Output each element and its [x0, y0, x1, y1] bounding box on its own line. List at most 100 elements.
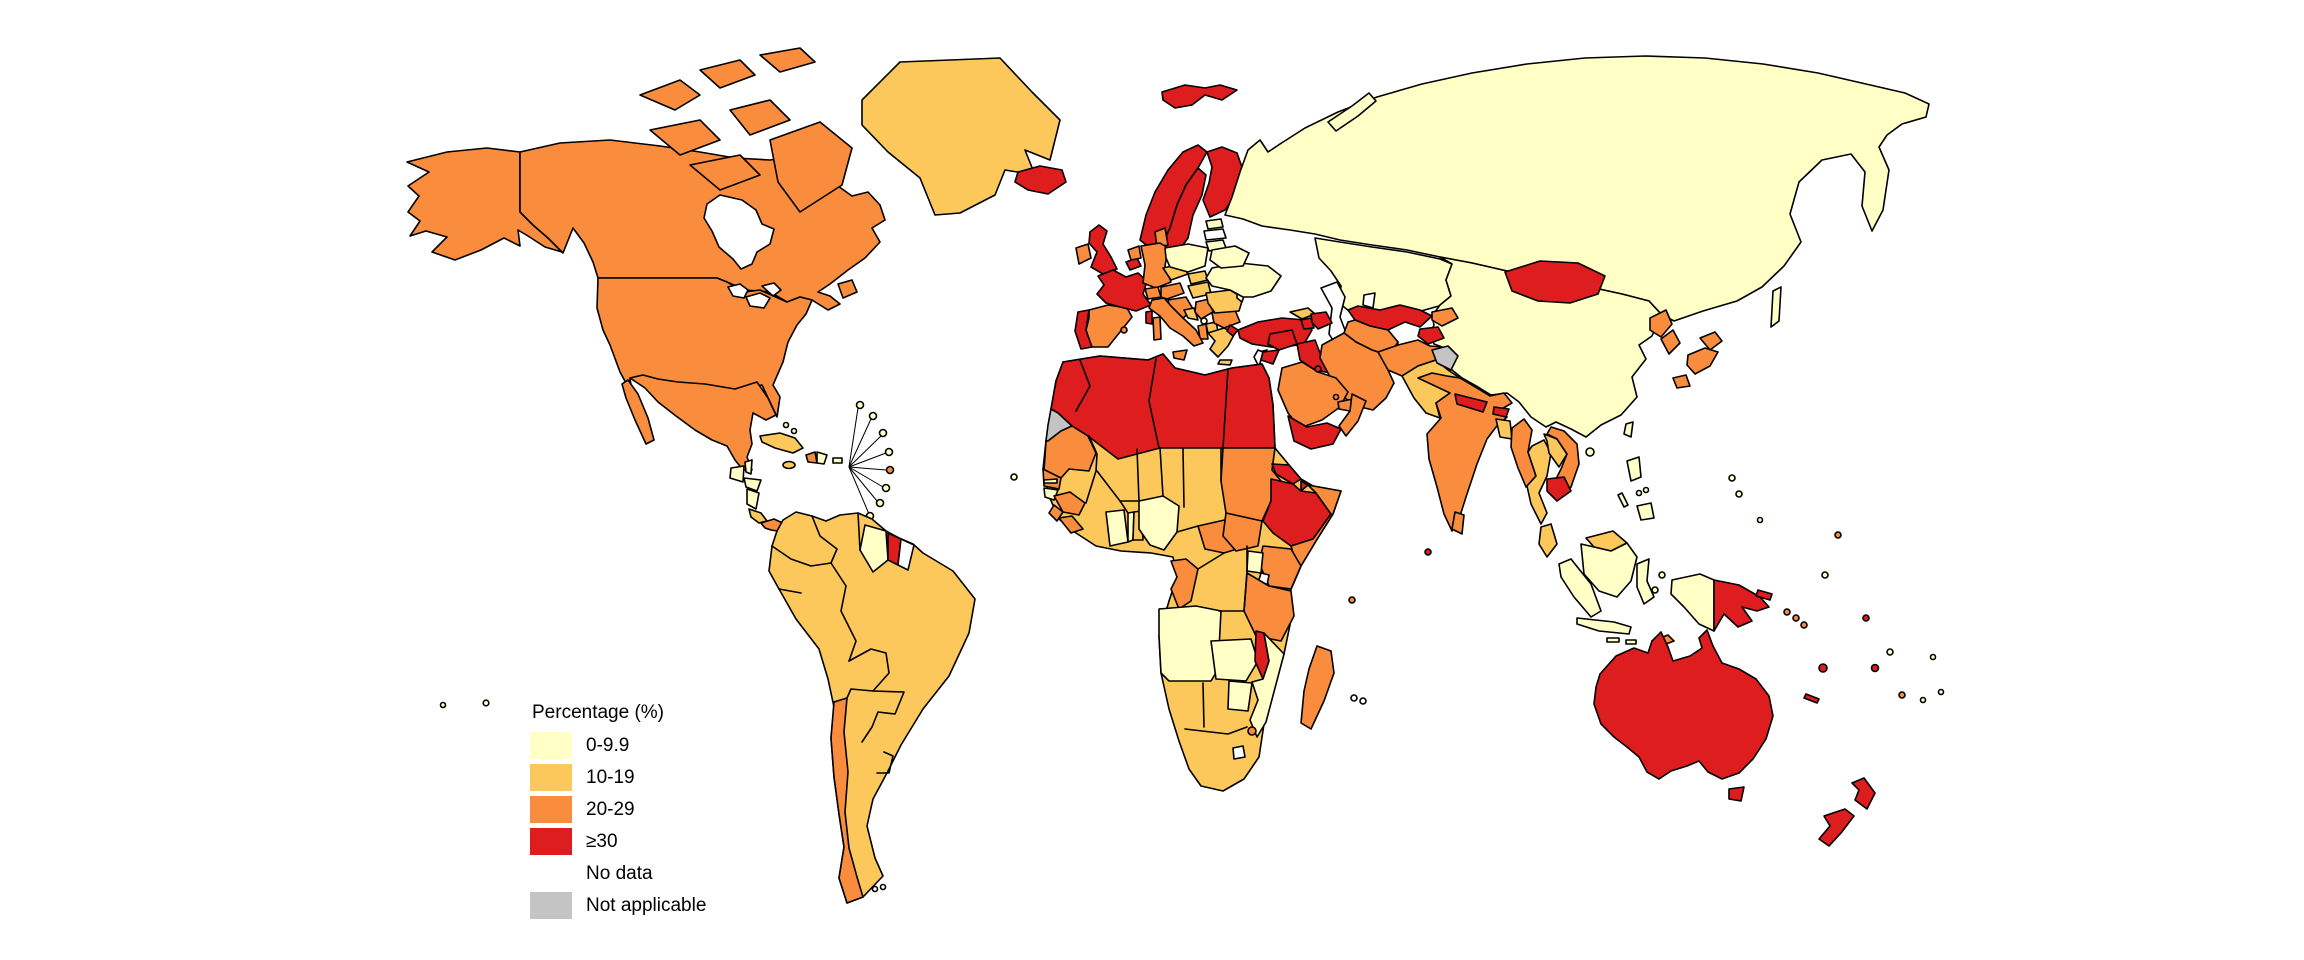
- country-syria: [1267, 329, 1298, 351]
- country-solomon-islands: [1800, 621, 1808, 629]
- country-new-caledonia: [1803, 693, 1820, 704]
- country-mongolia: [1504, 260, 1606, 304]
- country-kuwait: [1314, 365, 1322, 373]
- country-palau: [1756, 516, 1764, 524]
- country-french-guiana: [897, 538, 915, 571]
- country-uganda: [1246, 550, 1264, 574]
- country-cambodia: [1546, 476, 1572, 502]
- country-chile: [830, 697, 864, 904]
- country-france-corsica: [1145, 310, 1153, 325]
- country-papua-new-guinea: [1713, 579, 1770, 632]
- country-armenia: [1300, 317, 1315, 330]
- country-united-kingdom: [1088, 224, 1118, 275]
- legend-swatch-not-applicable: [530, 892, 572, 919]
- country-australia: [1593, 629, 1774, 780]
- country-philippines-luzon: [1626, 456, 1642, 482]
- country-italy-sardinia: [1152, 316, 1162, 341]
- country-solomon-islands: [1783, 608, 1791, 616]
- country-lesser-antilles: [878, 428, 888, 438]
- legend-item: 10-19: [530, 764, 850, 791]
- country-canada-baffin: [769, 121, 853, 213]
- country-iceland: [1014, 165, 1067, 195]
- country-canada-newfoundland: [837, 279, 858, 299]
- country-nigeria: [1138, 495, 1180, 551]
- country-papua-new-guinea-new-britain: [1755, 589, 1773, 601]
- country-italy: [1148, 297, 1204, 347]
- country-fiji: [1870, 663, 1880, 673]
- country-gambia: [1043, 478, 1058, 484]
- great-lake: [761, 282, 782, 297]
- country-costa-rica: [748, 508, 768, 524]
- country-puerto-rico: [832, 457, 843, 464]
- country-canada-island: [729, 99, 791, 136]
- country-madagascar: [1300, 645, 1335, 730]
- legend-item: No data: [530, 860, 850, 887]
- country-mauritius-reunion: [1359, 697, 1367, 705]
- country-india: [1417, 372, 1513, 532]
- country-switzerland: [1144, 286, 1162, 300]
- country-lesser-antilles: [875, 498, 885, 508]
- country-bhutan: [1492, 406, 1510, 418]
- country-indonesia-sumatra: [1558, 558, 1602, 618]
- country-qatar: [1332, 393, 1340, 401]
- country-lesotho: [1232, 745, 1246, 760]
- country-bahamas: [790, 427, 798, 435]
- country-japan-honshu: [1686, 347, 1719, 375]
- country-nauru: [1862, 614, 1870, 622]
- country-zimbabwe: [1227, 680, 1253, 712]
- country-belize: [744, 459, 753, 475]
- country-greece: [1207, 327, 1236, 358]
- country-lesser-antilles: [855, 400, 865, 410]
- country-eswatini: [1247, 726, 1257, 736]
- country-cook-islands: [1937, 688, 1945, 696]
- country-indonesia-moluccas: [1658, 571, 1666, 579]
- country-sri-lanka: [1451, 511, 1465, 535]
- country-cook-islands: [1919, 696, 1927, 704]
- country-new-zealand-south: [1818, 808, 1855, 847]
- country-guinea: [1053, 491, 1086, 516]
- country-jordan: [1260, 349, 1280, 365]
- country-kyrgyzstan: [1431, 307, 1459, 327]
- country-poland: [1164, 243, 1209, 273]
- aral-sea: [1362, 292, 1376, 309]
- country-france: [1096, 269, 1152, 312]
- country-latvia: [1203, 228, 1227, 241]
- country-indonesia-sulawesi: [1636, 558, 1655, 605]
- country-greece-crete: [1217, 359, 1233, 366]
- country-japan-kyushu: [1672, 374, 1691, 389]
- country-nicaragua: [746, 488, 760, 510]
- south-america-internal-borders: [771, 512, 905, 774]
- legend-swatch-0-9: [530, 732, 572, 759]
- legend-swatch-30plus: [530, 828, 572, 855]
- country-solomon-islands: [1792, 614, 1800, 622]
- country-micronesia: [1728, 474, 1736, 482]
- country-cape-verde: [1010, 473, 1018, 481]
- africa-internal-borders: [1075, 358, 1248, 735]
- country-lesser-antilles: [868, 411, 878, 421]
- country-dominican-republic: [816, 451, 828, 465]
- country-austria: [1160, 282, 1185, 300]
- country-lesser-antilles: [881, 483, 891, 493]
- country-denmark: [1154, 227, 1169, 248]
- country-guyana: [859, 524, 889, 573]
- country-philippines-visayas: [1635, 489, 1643, 497]
- country-mexico: [629, 374, 777, 471]
- great-lake: [745, 292, 771, 309]
- country-philippines-palawan: [1617, 492, 1629, 508]
- country-oman: [1338, 393, 1367, 437]
- country-mexico-baja: [621, 379, 655, 445]
- country-tonga: [1898, 691, 1906, 699]
- country-haiti: [805, 451, 818, 464]
- legend-item: ≥30: [530, 828, 850, 855]
- country-tajikistan: [1417, 326, 1445, 345]
- country-canada-island: [649, 119, 721, 156]
- country-italy-sicily: [1172, 349, 1188, 361]
- country-zambia: [1210, 638, 1259, 682]
- country-micronesia: [1735, 490, 1743, 498]
- country-taiwan: [1623, 421, 1634, 438]
- country-jamaica: [782, 460, 796, 470]
- country-belarus: [1209, 245, 1250, 269]
- country-china: [1429, 256, 1662, 438]
